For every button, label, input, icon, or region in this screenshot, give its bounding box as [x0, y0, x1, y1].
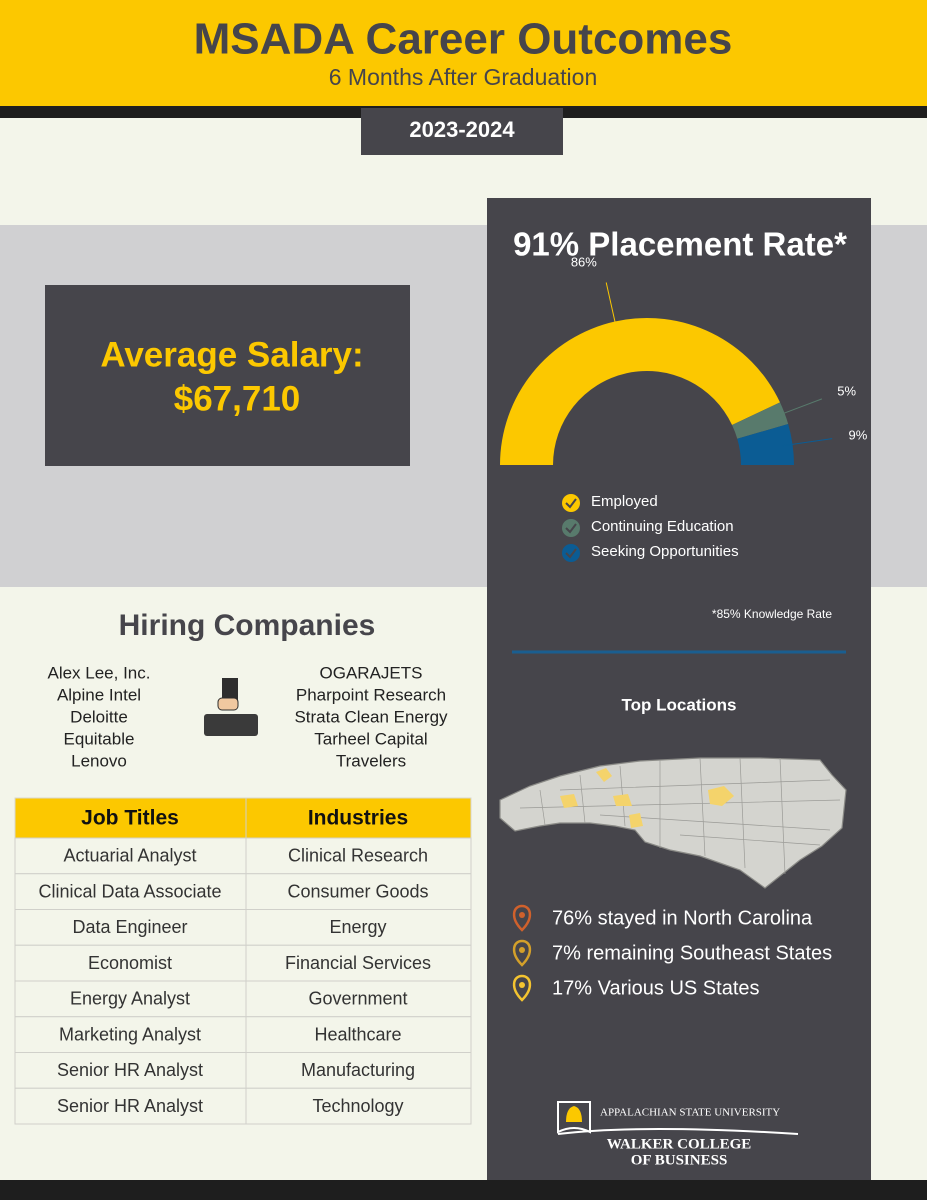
- table-row: [14, 1087, 472, 1125]
- placement-title: 91% Placement Rate*: [513, 226, 847, 263]
- legend-check: [565, 523, 577, 534]
- table-cell: Data Engineer: [72, 917, 187, 937]
- table-cell: Clinical Research: [288, 846, 428, 866]
- map-highlight: [613, 794, 632, 806]
- location-item: 17% Various US States: [552, 977, 760, 999]
- table-header: [14, 797, 472, 839]
- location-pin: [512, 904, 532, 932]
- table-cell: Economist: [88, 953, 172, 973]
- briefcase-icon: [204, 678, 258, 736]
- table-row: [14, 1052, 472, 1089]
- footer-stripe: [0, 1180, 927, 1200]
- location-pin-dot: [519, 947, 525, 953]
- location-item: 7% remaining Southeast States: [552, 942, 832, 964]
- map-highlight: [708, 786, 734, 806]
- map-highlight: [629, 813, 643, 828]
- page-subtitle: 6 Months After Graduation: [329, 64, 598, 90]
- salary-value: $67,710: [174, 379, 301, 418]
- hiring-title: Hiring Companies: [119, 609, 376, 642]
- label-leader: [605, 282, 618, 332]
- company: Travelers: [336, 751, 406, 770]
- location-pin-dot: [519, 912, 525, 918]
- location-pin-dot: [519, 982, 525, 988]
- location-pin: [512, 974, 532, 1002]
- company: Pharpoint Research: [296, 685, 446, 704]
- icon-case: [204, 714, 258, 736]
- table-cell: Senior HR Analyst: [57, 1096, 203, 1116]
- salary-box: [45, 285, 410, 466]
- table-row: [14, 944, 472, 982]
- legend-swatch: [562, 519, 580, 537]
- legend-label: Employed: [591, 493, 658, 510]
- company: Tarheel Capital: [314, 729, 427, 748]
- page-title: MSADA Career Outcomes: [194, 15, 733, 64]
- table-cell: Clinical Data Associate: [38, 881, 221, 901]
- logo-frame: [557, 1101, 591, 1134]
- logo-mountain: [557, 1128, 799, 1135]
- value-label: 9%: [849, 427, 868, 442]
- table-row: [14, 837, 472, 875]
- donut-segment: [500, 317, 781, 465]
- logo-college: WALKER COLLEGE: [607, 1136, 752, 1152]
- logo-university: APPALACHIAN STATE UNIVERSITY: [600, 1107, 780, 1119]
- icon-sleeve: [222, 678, 238, 700]
- table-cell: Manufacturing: [301, 1060, 415, 1080]
- company: Equitable: [64, 729, 135, 748]
- table-row: [14, 873, 472, 910]
- table-row: [14, 1016, 472, 1053]
- table-cell: Energy: [329, 917, 386, 937]
- logo: APPALACHIAN STATE UNIVERSITY WALKER COLL…: [557, 1101, 799, 1168]
- company: Lenovo: [71, 751, 127, 770]
- company: Deloitte: [70, 707, 128, 726]
- table-header-cell: Job Titles: [81, 807, 179, 830]
- logo-college: OF BUSINESS: [631, 1152, 728, 1168]
- icon-hand: [217, 697, 239, 711]
- company: Alpine Intel: [57, 685, 141, 704]
- table-row: [14, 909, 472, 946]
- table-cell: Healthcare: [314, 1024, 401, 1044]
- donut-segment: [732, 402, 789, 439]
- map-highlight: [560, 794, 578, 808]
- location-item: 76% stayed in North Carolina: [552, 907, 813, 929]
- value-label: 5%: [837, 383, 856, 398]
- table-row: [14, 980, 472, 1018]
- value-label: 86%: [571, 254, 597, 269]
- legend-check: [565, 498, 577, 509]
- table-cell: Technology: [312, 1096, 403, 1116]
- company: Alex Lee, Inc.: [47, 663, 150, 682]
- map-highlight: [596, 768, 612, 782]
- table-cell: Government: [308, 989, 407, 1009]
- table-cell: Senior HR Analyst: [57, 1060, 203, 1080]
- placement-note: *85% Knowledge Rate: [712, 607, 832, 621]
- legend-swatch: [562, 544, 580, 562]
- year: 2023-2024: [409, 117, 515, 142]
- table-cell: Energy Analyst: [70, 989, 190, 1009]
- legend-label: Continuing Education: [591, 518, 734, 535]
- nc-map: [499, 757, 847, 889]
- table-cell: Actuarial Analyst: [63, 846, 196, 866]
- label-leader: [774, 398, 823, 418]
- table-cell: Marketing Analyst: [59, 1024, 201, 1044]
- company: OGARAJETS: [320, 663, 423, 682]
- donut-segment: [737, 423, 794, 465]
- year-box: [361, 108, 563, 155]
- locations-title: Top Locations: [622, 695, 737, 714]
- table-cell: Financial Services: [285, 953, 431, 973]
- legend-swatch: [562, 494, 580, 512]
- legend-check: [565, 548, 577, 559]
- table-header-cell: Industries: [308, 807, 408, 830]
- table-cell: Consumer Goods: [287, 881, 428, 901]
- company: Strata Clean Energy: [294, 707, 448, 726]
- salary-label: Average Salary:: [100, 335, 363, 374]
- label-leader: [782, 438, 833, 447]
- legend-label: Seeking Opportunities: [591, 543, 739, 560]
- location-pin: [512, 939, 532, 967]
- logo-bell: [566, 1106, 582, 1122]
- header-band: [0, 0, 927, 106]
